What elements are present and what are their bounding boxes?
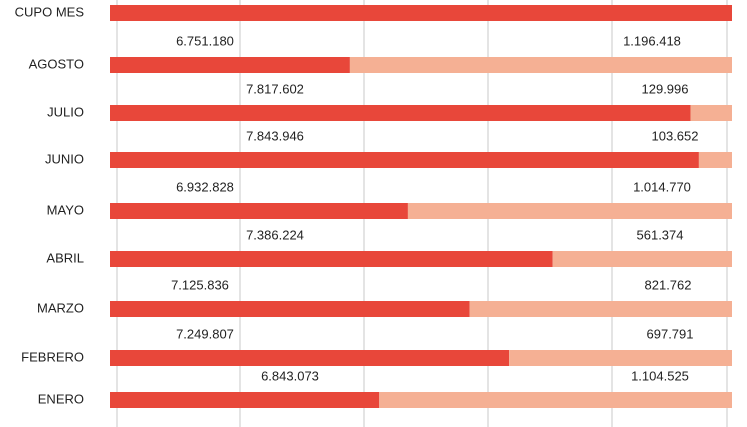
value-label: 6.843.073 — [261, 368, 319, 383]
category-label: ABRIL — [46, 250, 84, 265]
bar-segment — [110, 5, 732, 21]
value-label: 129.996 — [642, 81, 689, 96]
value-label: 821.762 — [645, 277, 692, 292]
bar-segment — [110, 152, 699, 168]
value-label: 7.125.836 — [171, 277, 229, 292]
value-label: 561.374 — [637, 227, 684, 242]
bar-segment — [110, 203, 408, 219]
category-label: ENERO — [38, 391, 84, 406]
bar-segment — [407, 203, 732, 219]
value-label: 7.817.602 — [246, 81, 304, 96]
bar-segment — [110, 350, 510, 366]
value-label: 1.104.525 — [631, 368, 689, 383]
value-label: 103.652 — [652, 128, 699, 143]
bar-segment — [349, 57, 732, 73]
bar-segment — [379, 392, 732, 408]
bar-segment — [110, 105, 691, 121]
bar-segment — [110, 392, 380, 408]
category-label: MAYO — [47, 202, 84, 217]
value-label: 697.791 — [647, 326, 694, 341]
bar-segment — [110, 251, 553, 267]
category-label: AGOSTO — [29, 56, 84, 71]
value-label: 7.249.807 — [176, 326, 234, 341]
category-label: FEBRERO — [21, 349, 84, 364]
bar-segment — [698, 152, 732, 168]
bar-segment — [690, 105, 732, 121]
value-label: 6.932.828 — [176, 179, 234, 194]
bar-segment — [509, 350, 732, 366]
category-label: JUNIO — [45, 151, 84, 166]
bar-segment — [552, 251, 732, 267]
bar-segment — [469, 301, 732, 317]
value-label: 7.843.946 — [246, 128, 304, 143]
bar-segment — [110, 57, 350, 73]
category-label: JULIO — [47, 104, 84, 119]
value-label: 1.014.770 — [633, 179, 691, 194]
category-label: CUPO MES — [15, 4, 85, 19]
value-label: 6.751.180 — [176, 33, 234, 48]
value-label: 1.196.418 — [623, 33, 681, 48]
bar-segment — [110, 301, 470, 317]
category-label: MARZO — [37, 300, 84, 315]
value-label: 7.386.224 — [246, 227, 304, 242]
